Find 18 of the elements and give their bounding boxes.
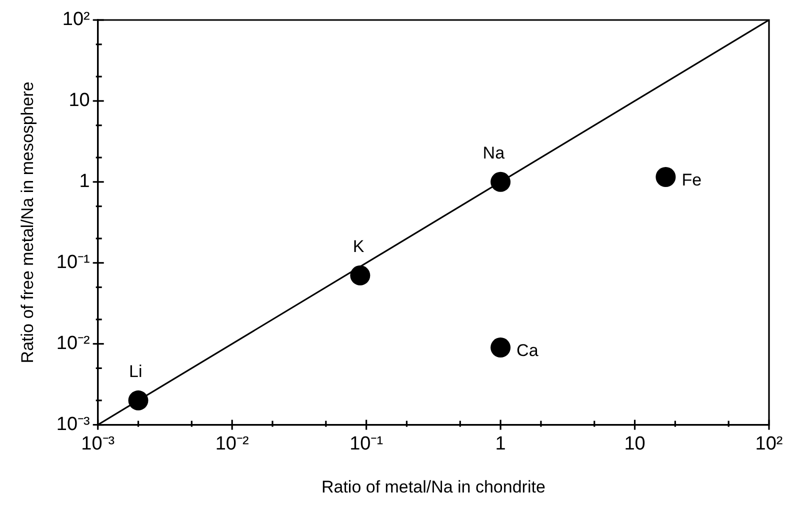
x-tick-label: 10⁻¹ (350, 433, 384, 454)
annotation: K (352, 237, 365, 256)
y-tick-label: 1 (79, 171, 90, 192)
x-axis-title: Ratio of metal/Na in chondrite (321, 477, 546, 496)
y-axis-title: Ratio of free metal/Na in mesosphere (18, 82, 37, 364)
y-tick-label: 10⁻³ (56, 414, 90, 436)
x-tick-label: 10 (624, 433, 646, 454)
y-tick-label: 10 (68, 90, 90, 112)
y-tick-label: 10⁻² (56, 333, 90, 354)
annotation: Fe (682, 170, 702, 190)
annotation: Li (129, 362, 142, 382)
x-tick-label: 10⁻² (215, 433, 249, 454)
annotation: Na (482, 144, 506, 163)
x-tick-label: 1 (495, 433, 506, 454)
annotation: Ca (516, 341, 539, 360)
y-tick-label: 10² (62, 9, 90, 30)
x-tick-label: 10² (755, 433, 783, 454)
y-tick-label: 10⁻¹ (56, 252, 90, 274)
